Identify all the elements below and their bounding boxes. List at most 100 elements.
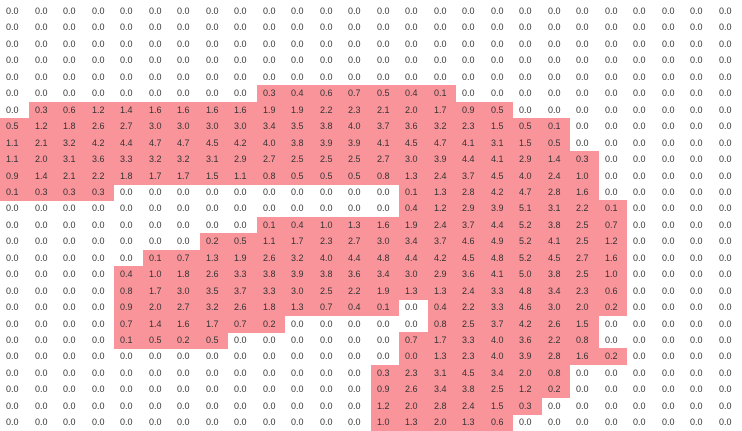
cell[interactable]: 0.0 <box>92 319 105 329</box>
highlighted-cell[interactable]: 0.7 <box>599 217 627 234</box>
cell[interactable]: 0.0 <box>690 171 703 181</box>
cell[interactable]: 0.0 <box>320 417 333 427</box>
highlighted-cell[interactable]: 3.4 <box>542 283 570 300</box>
cell[interactable]: 0.0 <box>690 335 703 345</box>
cell[interactable]: 0.0 <box>633 351 646 361</box>
cell[interactable]: 0.0 <box>291 384 304 394</box>
cell[interactable]: 0.0 <box>120 55 133 65</box>
cell[interactable]: 0.0 <box>690 384 703 394</box>
highlighted-cell[interactable]: 2.2 <box>456 299 485 316</box>
cell[interactable]: 0.0 <box>35 88 48 98</box>
cell[interactable]: 0.0 <box>462 55 475 65</box>
highlighted-cell[interactable]: 2.0 <box>399 398 428 415</box>
cell[interactable]: 0.0 <box>377 22 390 32</box>
highlighted-cell[interactable]: 0.2 <box>257 316 285 333</box>
highlighted-cell[interactable]: 3.3 <box>228 266 257 283</box>
highlighted-cell[interactable]: 0.6 <box>314 85 342 102</box>
cell[interactable]: 0.0 <box>35 335 48 345</box>
cell[interactable]: 0.0 <box>92 6 105 16</box>
highlighted-cell[interactable]: 3.1 <box>542 200 570 217</box>
cell[interactable]: 0.0 <box>662 417 675 427</box>
cell[interactable]: 0.0 <box>6 417 19 427</box>
cell[interactable]: 0.0 <box>348 22 361 32</box>
cell[interactable]: 0.0 <box>120 253 133 263</box>
highlighted-cell[interactable]: 0.5 <box>371 85 399 102</box>
cell[interactable]: 0.0 <box>633 236 646 246</box>
cell[interactable]: 0.0 <box>6 236 19 246</box>
cell[interactable]: 0.0 <box>120 368 133 378</box>
highlighted-cell[interactable]: 2.8 <box>428 398 456 415</box>
highlighted-cell[interactable]: 3.0 <box>228 118 257 135</box>
highlighted-cell[interactable]: 2.6 <box>257 250 285 267</box>
highlighted-cell[interactable]: 3.0 <box>171 118 200 135</box>
cell[interactable]: 0.0 <box>662 286 675 296</box>
cell[interactable]: 0.0 <box>206 368 219 378</box>
cell[interactable]: 0.0 <box>6 88 19 98</box>
cell[interactable]: 0.0 <box>234 401 247 411</box>
cell[interactable]: 0.0 <box>263 203 276 213</box>
cell[interactable]: 0.0 <box>291 55 304 65</box>
highlighted-cell[interactable]: 4.1 <box>542 233 570 250</box>
highlighted-cell[interactable]: 4.0 <box>257 135 285 152</box>
highlighted-cell[interactable]: 0.1 <box>143 250 171 267</box>
highlighted-cell[interactable]: 0.5 <box>228 233 257 250</box>
highlighted-cell[interactable]: 2.1 <box>57 168 86 185</box>
cell[interactable]: 0.0 <box>690 236 703 246</box>
cell[interactable]: 0.0 <box>120 72 133 82</box>
highlighted-cell[interactable]: 1.3 <box>428 184 456 201</box>
highlighted-cell[interactable]: 2.5 <box>285 151 314 168</box>
highlighted-cell[interactable]: 4.5 <box>542 250 570 267</box>
highlighted-cell[interactable]: 1.7 <box>171 168 200 185</box>
cell[interactable]: 0.0 <box>149 401 162 411</box>
cell[interactable]: 0.0 <box>662 335 675 345</box>
cell[interactable]: 0.0 <box>177 187 190 197</box>
cell[interactable]: 0.0 <box>348 6 361 16</box>
highlighted-cell[interactable]: 2.7 <box>257 151 285 168</box>
highlighted-cell[interactable]: 2.6 <box>542 316 570 333</box>
cell[interactable]: 0.0 <box>719 351 732 361</box>
cell[interactable]: 0.0 <box>149 6 162 16</box>
cell[interactable]: 0.0 <box>690 351 703 361</box>
cell[interactable]: 0.0 <box>633 22 646 32</box>
highlighted-cell[interactable]: 1.5 <box>485 398 513 415</box>
cell[interactable]: 0.0 <box>348 368 361 378</box>
cell[interactable]: 0.0 <box>92 72 105 82</box>
highlighted-cell[interactable]: 1.6 <box>200 102 228 119</box>
highlighted-cell[interactable]: 1.9 <box>257 102 285 119</box>
cell[interactable]: 0.0 <box>234 203 247 213</box>
cell[interactable]: 0.0 <box>662 319 675 329</box>
highlighted-cell[interactable]: 2.9 <box>428 266 456 283</box>
cell[interactable]: 0.0 <box>149 22 162 32</box>
cell[interactable]: 0.0 <box>35 236 48 246</box>
highlighted-cell[interactable]: 3.9 <box>428 151 456 168</box>
cell[interactable]: 0.0 <box>320 72 333 82</box>
highlighted-cell[interactable]: 4.5 <box>456 365 485 382</box>
cell[interactable]: 0.0 <box>662 302 675 312</box>
cell[interactable]: 0.0 <box>633 417 646 427</box>
highlighted-cell[interactable]: 2.0 <box>428 414 456 431</box>
cell[interactable]: 0.0 <box>434 39 447 49</box>
cell[interactable]: 0.0 <box>633 302 646 312</box>
highlighted-cell[interactable]: 3.8 <box>285 135 314 152</box>
highlighted-cell[interactable]: 3.7 <box>371 118 399 135</box>
cell[interactable]: 0.0 <box>690 39 703 49</box>
cell[interactable]: 0.0 <box>690 220 703 230</box>
cell[interactable]: 0.0 <box>719 22 732 32</box>
highlighted-cell[interactable]: 1.7 <box>143 283 171 300</box>
cell[interactable]: 0.0 <box>291 351 304 361</box>
cell[interactable]: 0.0 <box>605 105 618 115</box>
highlighted-cell[interactable]: 3.8 <box>257 266 285 283</box>
highlighted-cell[interactable]: 2.0 <box>513 365 542 382</box>
cell[interactable]: 0.0 <box>377 319 390 329</box>
cell[interactable]: 0.0 <box>206 384 219 394</box>
highlighted-cell[interactable]: 3.4 <box>257 118 285 135</box>
highlighted-cell[interactable]: 1.6 <box>371 217 399 234</box>
cell[interactable]: 0.0 <box>120 6 133 16</box>
highlighted-cell[interactable]: 1.6 <box>570 348 599 365</box>
highlighted-cell[interactable]: 1.7 <box>428 332 456 349</box>
cell[interactable]: 0.0 <box>633 6 646 16</box>
cell[interactable]: 0.0 <box>605 401 618 411</box>
cell[interactable]: 0.0 <box>177 72 190 82</box>
cell[interactable]: 0.0 <box>377 187 390 197</box>
cell[interactable]: 0.0 <box>348 319 361 329</box>
